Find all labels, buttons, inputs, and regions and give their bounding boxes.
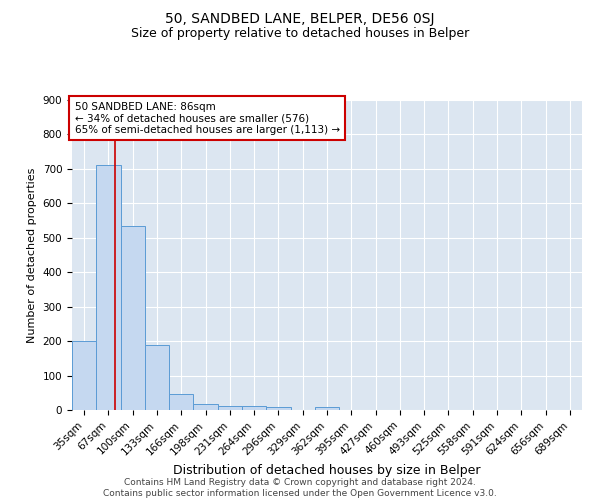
- Text: Contains HM Land Registry data © Crown copyright and database right 2024.
Contai: Contains HM Land Registry data © Crown c…: [103, 478, 497, 498]
- Bar: [242, 406, 266, 410]
- Bar: [193, 404, 218, 410]
- Bar: [121, 226, 145, 410]
- Bar: [72, 341, 96, 410]
- Y-axis label: Number of detached properties: Number of detached properties: [27, 168, 37, 342]
- X-axis label: Distribution of detached houses by size in Belper: Distribution of detached houses by size …: [173, 464, 481, 476]
- Bar: [145, 344, 169, 410]
- Bar: [169, 394, 193, 410]
- Bar: [266, 407, 290, 410]
- Text: 50 SANDBED LANE: 86sqm
← 34% of detached houses are smaller (576)
65% of semi-de: 50 SANDBED LANE: 86sqm ← 34% of detached…: [74, 102, 340, 134]
- Text: 50, SANDBED LANE, BELPER, DE56 0SJ: 50, SANDBED LANE, BELPER, DE56 0SJ: [165, 12, 435, 26]
- Bar: [218, 406, 242, 410]
- Bar: [315, 407, 339, 410]
- Text: Size of property relative to detached houses in Belper: Size of property relative to detached ho…: [131, 28, 469, 40]
- Bar: [96, 166, 121, 410]
